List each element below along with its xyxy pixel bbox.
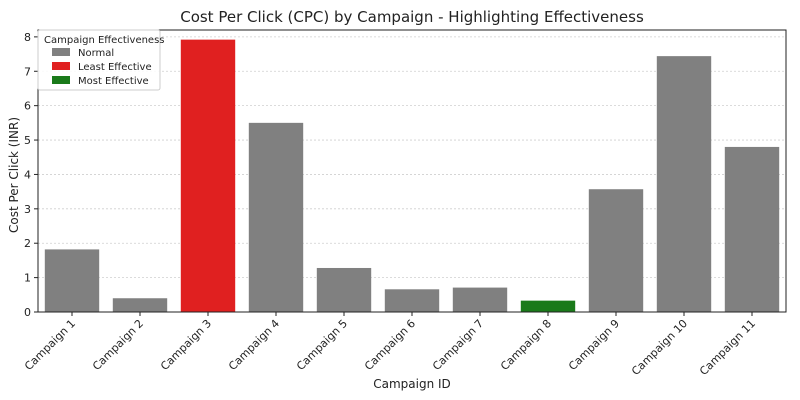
legend-item-label: Least Effective (78, 62, 152, 73)
bar (656, 56, 712, 313)
legend-item-label: Most Effective (78, 76, 149, 87)
y-tick-label: 5 (24, 134, 31, 147)
x-tick-label: Campaign 3 (158, 317, 214, 373)
x-tick-label: Campaign 11 (697, 317, 758, 378)
x-tick-label: Campaign 5 (294, 317, 350, 373)
x-tick-label: Campaign 4 (226, 317, 282, 373)
y-tick-label: 7 (24, 65, 31, 78)
legend-box (37, 29, 161, 91)
x-tick-label: Campaign 8 (498, 317, 554, 373)
legend-swatch (52, 48, 70, 56)
y-tick-label: 8 (24, 31, 31, 44)
y-tick-label: 1 (24, 272, 31, 285)
chart-title: Cost Per Click (CPC) by Campaign - Highl… (180, 8, 644, 26)
legend-title: Campaign Effectiveness (44, 35, 165, 46)
y-ticks: 0 1 2 3 4 5 6 7 8 (24, 31, 38, 319)
y-tick-label: 3 (24, 203, 31, 216)
bar (384, 289, 440, 312)
x-ticks: Campaign 1 Campaign 2 Campaign 3 Campaign 4… (22, 312, 758, 378)
x-tick-label: Campaign 6 (362, 317, 418, 373)
bar (44, 249, 100, 312)
y-tick-label: 2 (24, 237, 31, 250)
bar (724, 146, 780, 312)
legend-swatch (52, 62, 70, 70)
bars-layer (44, 39, 780, 313)
y-tick-label: 0 (24, 306, 31, 319)
legend: Campaign Effectiveness Normal Least Effec… (37, 29, 165, 91)
bar (452, 287, 508, 312)
bar (180, 39, 236, 312)
bar (112, 298, 168, 312)
bar (316, 267, 372, 312)
grid-layer (38, 36, 786, 313)
x-axis-label: Campaign ID (373, 377, 451, 391)
bar (520, 300, 576, 312)
x-tick-label: Campaign 10 (629, 317, 690, 378)
legend-swatch (52, 76, 70, 84)
x-tick-label: Campaign 9 (566, 317, 622, 373)
bar (248, 122, 304, 312)
y-tick-label: 6 (24, 100, 31, 113)
x-tick-label: Campaign 2 (90, 317, 146, 373)
legend-item-label: Normal (78, 48, 114, 59)
x-tick-label: Campaign 7 (430, 317, 486, 373)
y-tick-label: 4 (24, 168, 31, 181)
y-axis-label: Cost Per Click (INR) (7, 117, 21, 233)
x-tick-label: Campaign 1 (22, 317, 78, 373)
bar (588, 189, 644, 312)
